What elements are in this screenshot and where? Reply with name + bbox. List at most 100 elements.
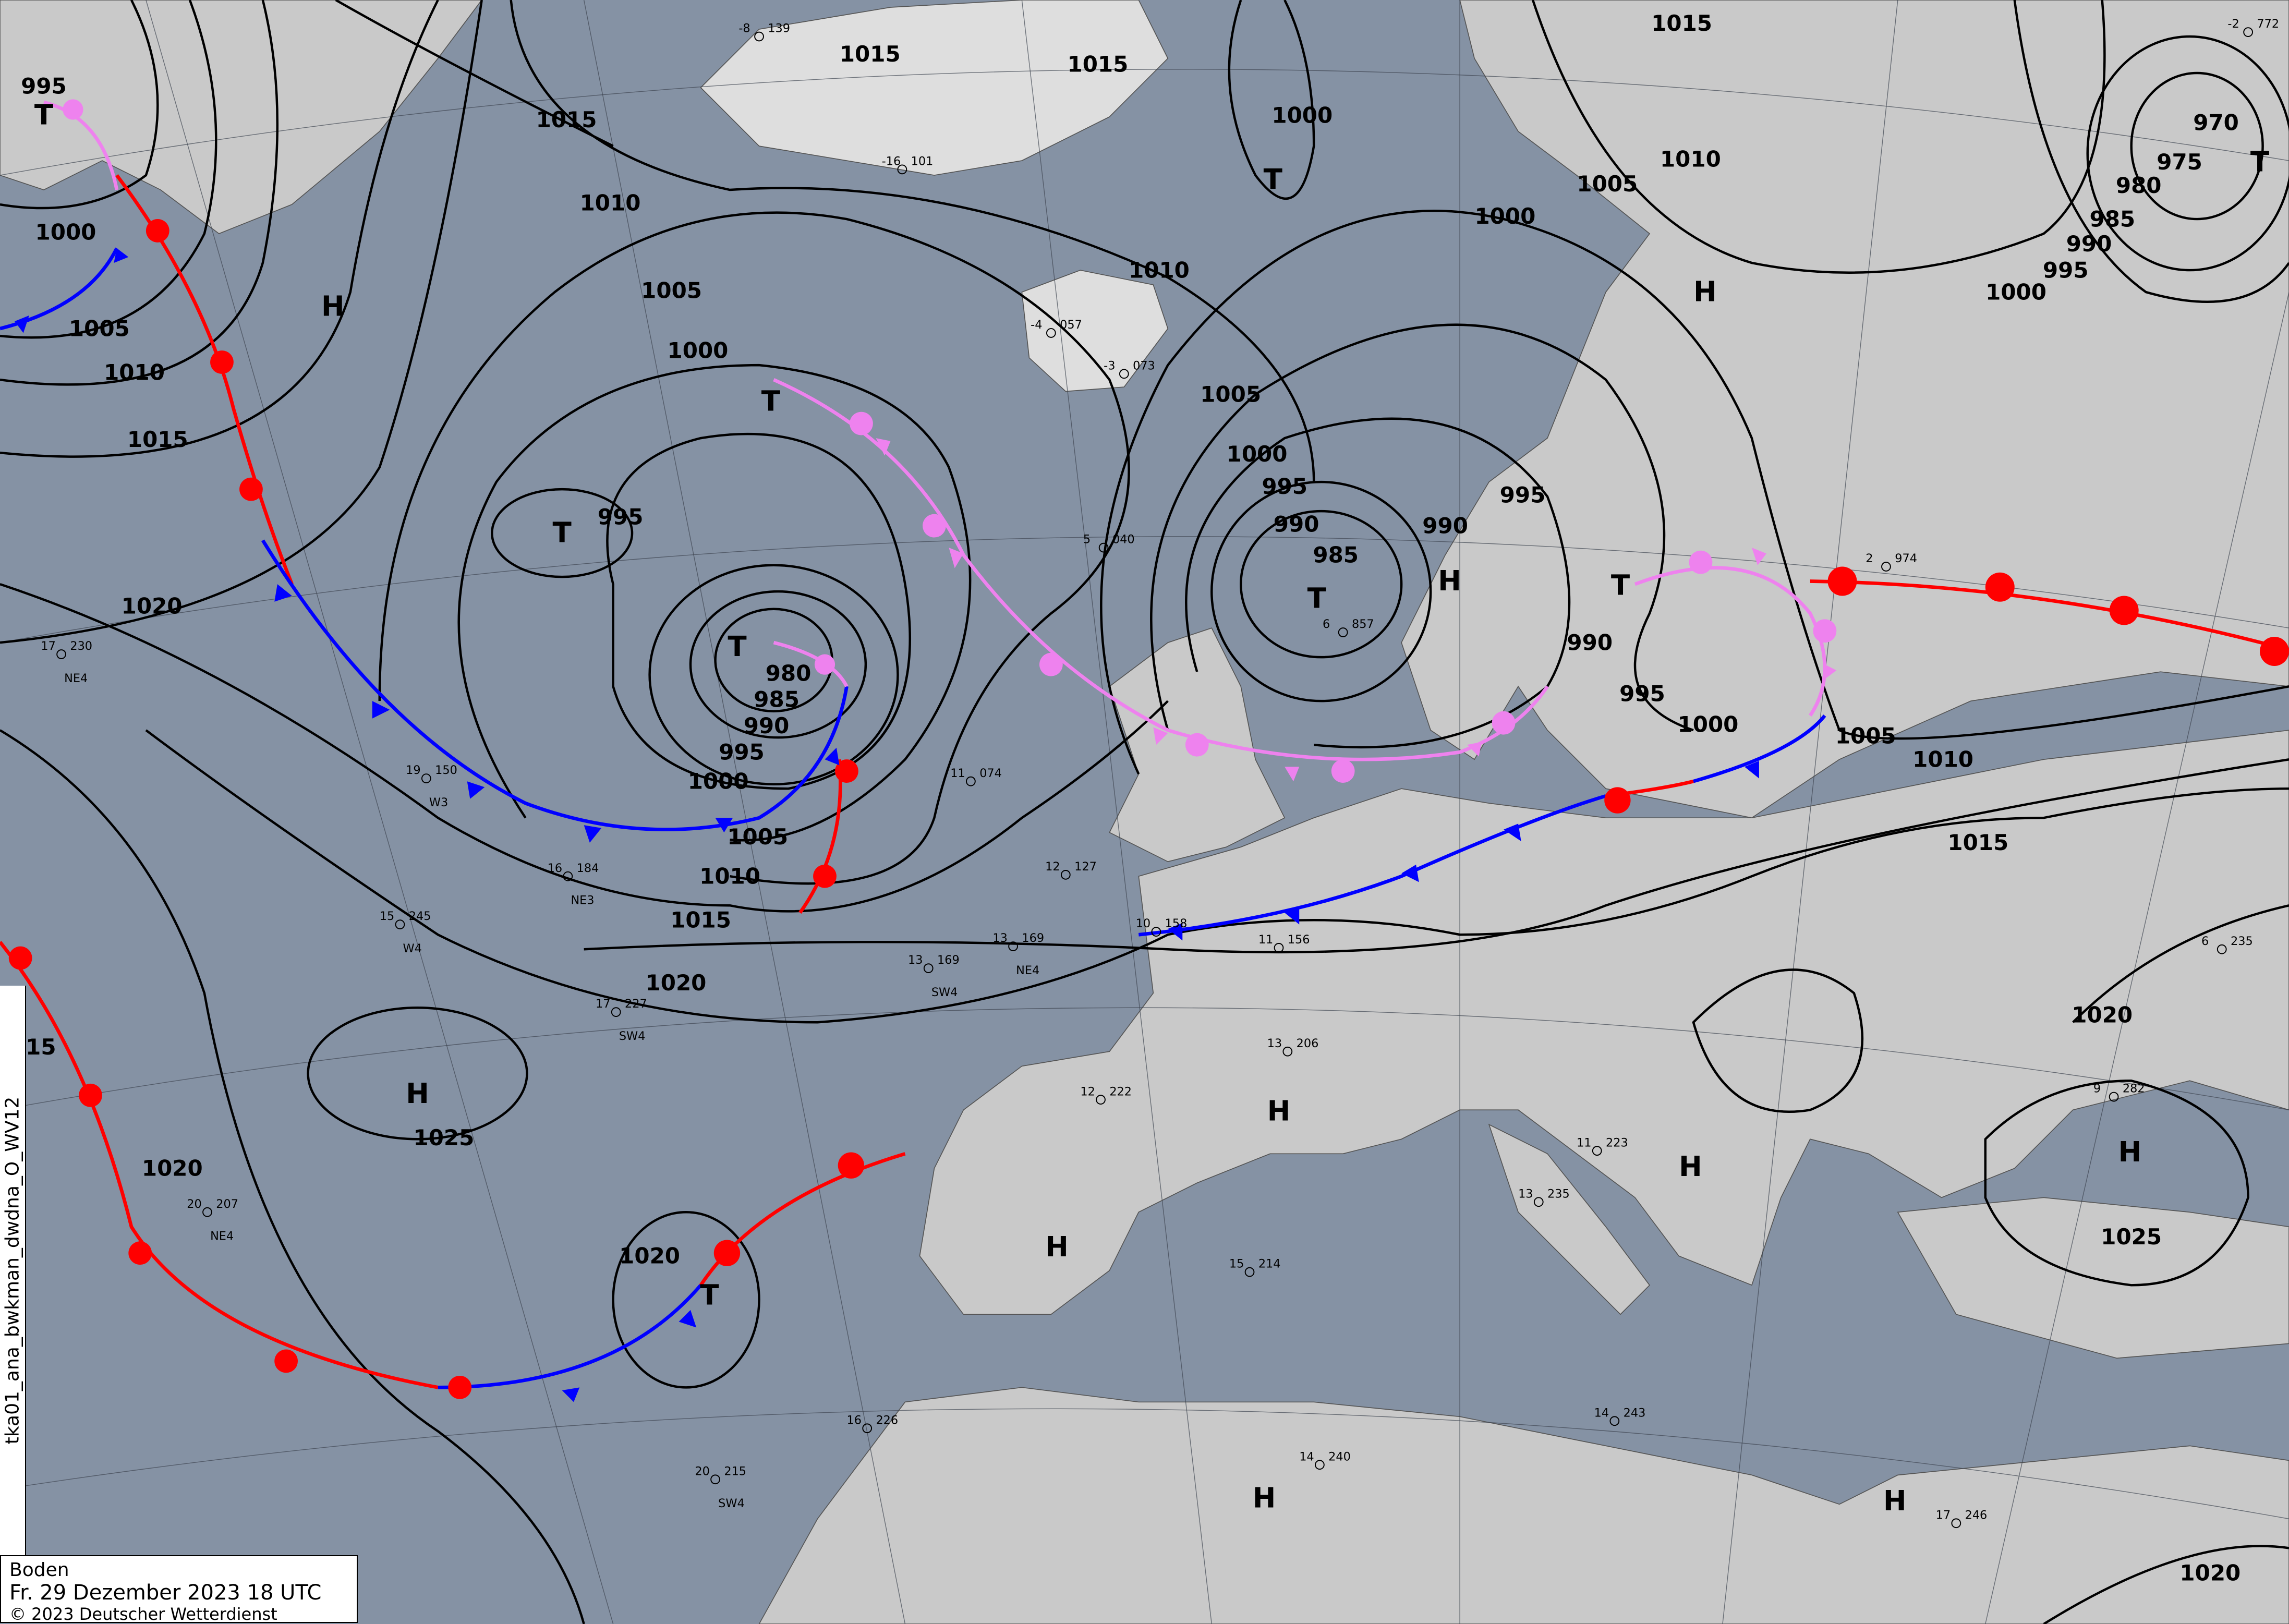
station-pressure: 246 [1965, 1508, 1988, 1522]
station-plot: 19 150 W3 [406, 763, 457, 809]
scandinavia [1401, 0, 2289, 819]
station-plot: -4 057 [1031, 318, 1082, 338]
station-pressure: 857 [1352, 617, 1374, 631]
station-circle-icon [1592, 1146, 1602, 1156]
isobar-label: 995 [2043, 257, 2089, 283]
station-weather: NE4 [210, 1230, 234, 1243]
station-plot: 17 227 SW4 [596, 997, 647, 1043]
isobar-label: 1005 [1577, 171, 1638, 197]
warm-front-east [1810, 579, 2289, 652]
station-plot: 14 243 [1594, 1406, 1645, 1426]
warm-front-symbols [8, 219, 2289, 1399]
isobar-label: 1000 [688, 768, 749, 794]
station-pressure: 169 [1022, 931, 1044, 945]
station-pressure: 974 [1895, 552, 1917, 565]
product-id-strip: tka01_ana_bwkman_dwdna_O_WV12 [0, 986, 26, 1555]
station-temperature: 6 [1323, 617, 1330, 631]
isobar-label: 1005 [727, 824, 788, 850]
low-center: T [761, 385, 780, 418]
greenland [700, 0, 1169, 176]
station-plot: 12 127 [1045, 860, 1097, 880]
isobar-label: 1020 [142, 1156, 203, 1181]
station-temperature: 14 [1594, 1406, 1609, 1420]
italy [1488, 1123, 1651, 1315]
datetime-label: Fr. 29 Dezember 2023 18 UTC [9, 1581, 322, 1605]
high-center: H [1438, 565, 1461, 597]
station-circle-icon [2217, 944, 2227, 954]
station-temperature: 12 [1080, 1085, 1095, 1098]
station-temperature: 13 [1267, 1037, 1282, 1050]
station-temperature: 16 [548, 862, 562, 875]
warm-front-azores [699, 1152, 906, 1287]
isobar-label: 1015 [1068, 52, 1129, 77]
station-circle-icon [1274, 943, 1284, 953]
isobar-label: 1000 [1678, 711, 1739, 737]
station-pressure: 057 [1060, 318, 1082, 332]
low-center: T [2250, 146, 2269, 178]
north-africa [758, 1387, 2289, 1624]
station-circle-icon [923, 963, 934, 974]
station-plot: 20 207 NE4 [187, 1197, 238, 1243]
isobar-label: 1010 [1912, 746, 1973, 772]
station-plot: 11 223 [1577, 1136, 1628, 1156]
product-id: tka01_ana_bwkman_dwdna_O_WV12 [2, 1096, 23, 1445]
station-plot: 16 226 [846, 1413, 898, 1434]
isobar-label: 1000 [1227, 441, 1288, 467]
station-temperature: 20 [695, 1464, 709, 1478]
station-plot: 2 974 [1866, 552, 1917, 572]
station-circle-icon [862, 1423, 873, 1434]
low-center: T [1611, 569, 1630, 601]
isobar-label: 985 [2089, 206, 2135, 232]
station-pressure: 158 [1165, 917, 1188, 930]
station-pressure: 227 [625, 997, 647, 1011]
station-plot: 15 214 [1229, 1257, 1281, 1277]
isobar-label: 1000 [1985, 279, 2046, 305]
isobar-label: 970 [2193, 110, 2239, 136]
station-temperature: 10 [1136, 917, 1150, 930]
station-plot: 5 040 [1083, 533, 1135, 553]
isobar-label: 980 [766, 660, 812, 686]
station-circle-icon [2109, 1092, 2119, 1102]
isobar-label: 1005 [1835, 723, 1896, 749]
isobar-label: 1020 [646, 970, 707, 996]
isobar-label: 1005 [69, 316, 130, 341]
station-temperature: 13 [908, 953, 923, 967]
occlusion-west [43, 100, 119, 190]
isobar-label: 1025 [414, 1125, 475, 1150]
station-temperature: 19 [406, 763, 420, 777]
station-circle-icon [1060, 870, 1071, 880]
isobar-label: 1010 [580, 190, 641, 216]
station-temperature: -8 [738, 22, 750, 35]
station-plot: 6 235 [2201, 935, 2253, 954]
low-center: T [1307, 583, 1326, 615]
station-weather: NE3 [571, 893, 594, 907]
station-circle-icon [1609, 1416, 1620, 1426]
station-plot: 10 158 [1136, 917, 1188, 937]
isobar-label: 990 [1422, 513, 1468, 538]
pressure-centers: T H T T T H T T H T H T T H H H H H H [34, 99, 2269, 1518]
station-weather: W4 [403, 942, 422, 955]
cold-front-south-atlantic [438, 1284, 703, 1389]
station-circle-icon [1338, 627, 1348, 637]
station-plot: 16 184 NE3 [548, 862, 599, 907]
cold-front-europe [1138, 794, 1606, 937]
station-circle-icon [202, 1207, 212, 1217]
station-pressure: 073 [1133, 359, 1155, 372]
station-plot: 12 222 [1080, 1085, 1132, 1105]
station-pressure: 184 [577, 862, 599, 875]
isobar-label: 995 [719, 739, 765, 765]
station-temperature: 11 [950, 767, 965, 780]
station-pressure: 772 [2257, 17, 2279, 31]
cold-front-symbols [14, 248, 1759, 1402]
station-plot: 15 245 W4 [380, 910, 431, 955]
isobar-labels: 995 1000 1005 1010 1015 1020 1015 1010 1… [21, 10, 2240, 1585]
station-temperature: 5 [1083, 533, 1091, 547]
station-temperature: -16 [882, 154, 901, 168]
station-circle-icon [1951, 1518, 1961, 1529]
isobar-label: 1025 [2101, 1224, 2162, 1250]
station-circle-icon [966, 776, 976, 786]
low-center: T [34, 99, 53, 131]
isobar-label: 990 [1274, 512, 1319, 537]
